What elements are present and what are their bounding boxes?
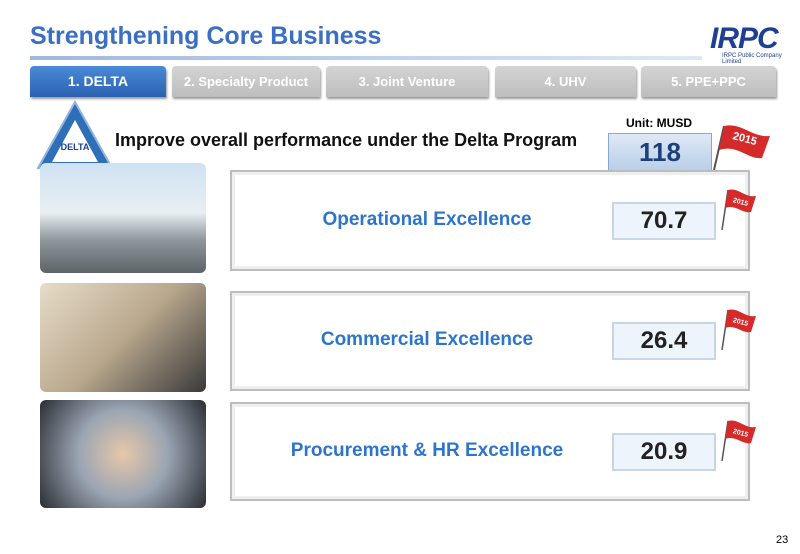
flag-label: 2015 xyxy=(732,428,749,439)
logo: IRPC xyxy=(710,22,779,55)
tab[interactable]: 1. DELTA xyxy=(30,66,166,97)
total-value: 118 xyxy=(608,133,712,171)
tab[interactable]: 2. Specialty Product xyxy=(172,66,320,97)
item-label: Operational Excellence xyxy=(322,208,532,230)
item-panel: Operational Excellence 70.7 2015 xyxy=(230,170,756,271)
flag: 2015 xyxy=(721,419,756,461)
logo-caption: IRPC Public Company Limited xyxy=(722,53,782,65)
item-value: 70.7 xyxy=(612,201,716,240)
tab[interactable]: 5. PPE+PPC xyxy=(641,66,776,97)
flag: 2015 xyxy=(713,125,770,171)
item-label: Procurement & HR Excellence xyxy=(290,439,564,461)
flag: 2015 xyxy=(721,309,756,351)
page-number: 23 xyxy=(776,534,789,546)
item-panel: Procurement & HR Excellence 20.9 2015 xyxy=(230,402,756,501)
item-panel: Commercial Excellence 26.4 2015 xyxy=(230,291,756,391)
unit-label: Unit: MUSD xyxy=(626,116,692,130)
badge-text: DELTA xyxy=(61,142,90,152)
tab[interactable]: 4. UHV xyxy=(495,66,636,97)
item-value: 20.9 xyxy=(612,432,716,471)
flag-label: 2015 xyxy=(732,317,749,328)
meeting-photo xyxy=(40,283,206,392)
team-photo xyxy=(40,400,206,508)
item-label: Commercial Excellence xyxy=(320,329,534,350)
tab[interactable]: 3. Joint Venture xyxy=(326,66,488,97)
title: Strengthening Core Business xyxy=(30,22,382,50)
subtitle: Improve overall performance under the De… xyxy=(115,130,578,150)
title-rule xyxy=(30,56,702,60)
item-value: 26.4 xyxy=(612,322,716,360)
refinery-photo xyxy=(40,163,206,273)
flag-label: 2015 xyxy=(732,197,749,208)
delta-badge: DELTA xyxy=(36,100,114,169)
flag: 2015 xyxy=(721,188,756,230)
